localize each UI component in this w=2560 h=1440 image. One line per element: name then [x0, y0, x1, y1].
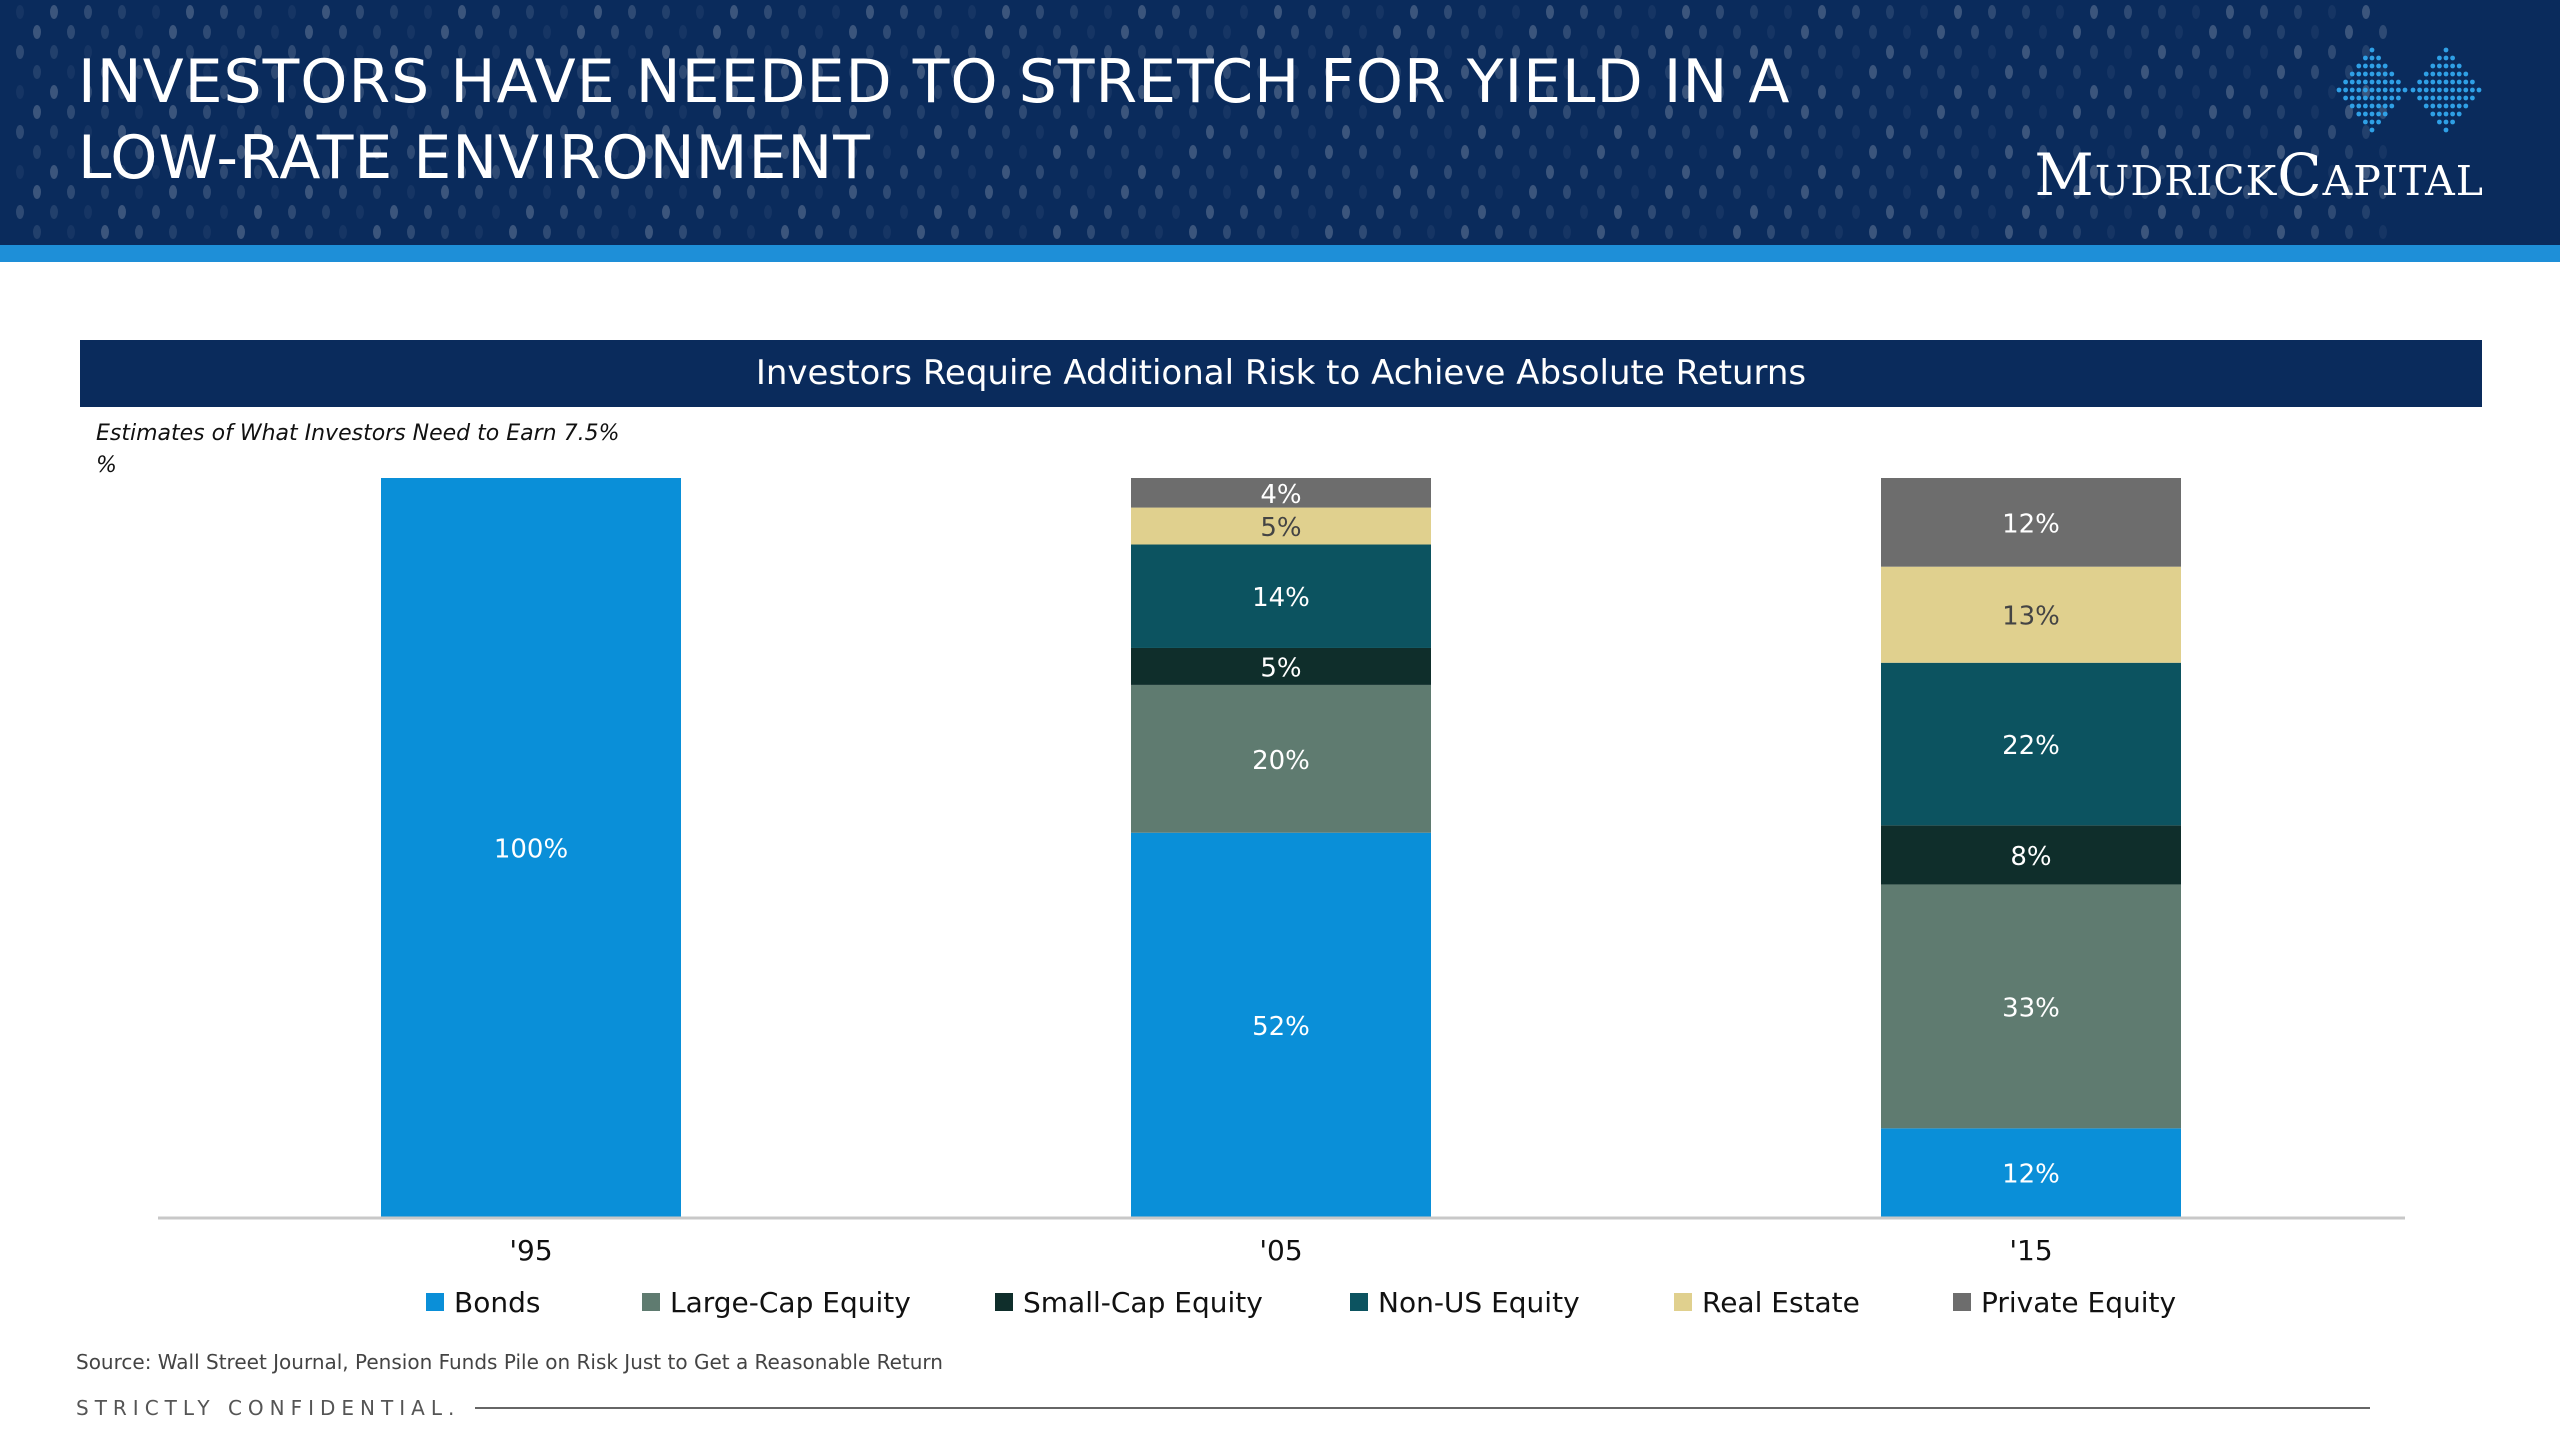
data-label: 12%	[2002, 1160, 2060, 1190]
source-note: Source: Wall Street Journal, Pension Fun…	[76, 1350, 943, 1374]
legend-item: Private Equity	[1953, 1280, 2176, 1324]
legend-item: Real Estate	[1674, 1280, 1860, 1324]
legend-swatch	[426, 1293, 444, 1311]
data-label: 20%	[1252, 746, 1310, 776]
data-label: 5%	[1260, 513, 1301, 543]
legend-swatch	[642, 1293, 660, 1311]
legend-item: Large-Cap Equity	[642, 1280, 911, 1324]
legend-label: Non-US Equity	[1378, 1286, 1580, 1319]
data-label: 14%	[1252, 583, 1310, 613]
legend-item: Non-US Equity	[1350, 1280, 1580, 1324]
legend-label: Private Equity	[1981, 1286, 2176, 1319]
legend-swatch	[1953, 1293, 1971, 1311]
x-tick-label: '95	[509, 1234, 552, 1267]
x-tick-label: '05	[1259, 1234, 1302, 1267]
x-tick-label: '15	[2009, 1234, 2052, 1267]
legend-swatch	[995, 1293, 1013, 1311]
stacked-bar-chart: 100%'9552%20%5%14%5%4%'0512%33%8%22%13%1…	[0, 0, 2560, 1440]
legend-label: Small-Cap Equity	[1023, 1286, 1263, 1319]
legend-label: Real Estate	[1702, 1286, 1860, 1319]
legend-item: Bonds	[426, 1280, 540, 1324]
legend-label: Bonds	[454, 1286, 540, 1319]
data-label: 5%	[1260, 653, 1301, 683]
data-label: 33%	[2002, 993, 2060, 1023]
data-label: 4%	[1260, 480, 1301, 510]
footer-divider	[475, 1407, 2370, 1409]
data-label: 12%	[2002, 509, 2060, 539]
chart-legend: Bonds Large-Cap Equity Small-Cap Equity Non…	[0, 1280, 2560, 1324]
legend-swatch	[1350, 1293, 1368, 1311]
data-label: 52%	[1252, 1012, 1310, 1042]
confidential-label: STRICTLY CONFIDENTIAL.	[76, 1396, 460, 1420]
data-label: 100%	[494, 835, 568, 865]
data-label: 8%	[2010, 842, 2051, 872]
legend-label: Large-Cap Equity	[670, 1286, 911, 1319]
data-label: 13%	[2002, 602, 2060, 632]
legend-item: Small-Cap Equity	[995, 1280, 1263, 1324]
data-label: 22%	[2002, 731, 2060, 761]
legend-swatch	[1674, 1293, 1692, 1311]
